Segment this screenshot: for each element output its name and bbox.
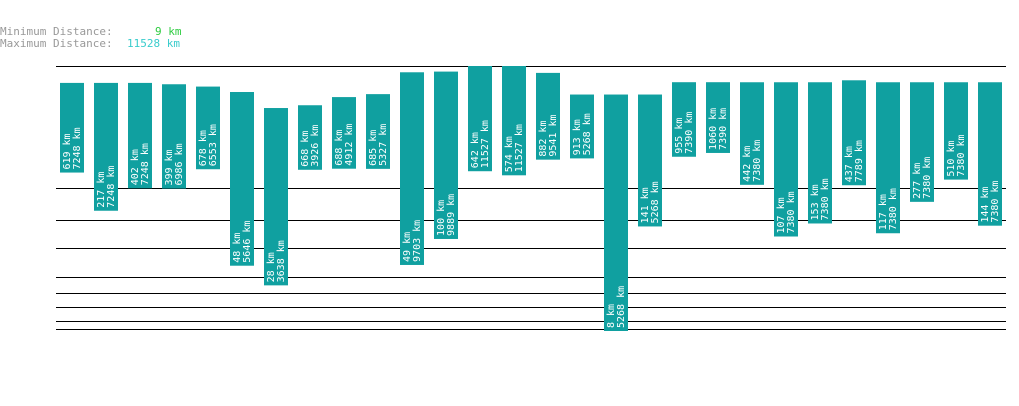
max-label: 5327 km <box>378 124 389 166</box>
bar <box>366 94 390 169</box>
max-label: 9703 km <box>412 220 423 262</box>
bar <box>740 82 764 185</box>
max-label: 11527 km <box>514 124 525 172</box>
min-label: 437 km <box>844 146 855 182</box>
max-label: 7380 km <box>786 191 797 233</box>
min-label: 402 km <box>130 149 141 185</box>
min-label: 8 km <box>606 304 617 328</box>
max-label: 4912 km <box>344 124 355 166</box>
bar <box>502 66 526 176</box>
bar <box>298 105 322 170</box>
min-label: 153 km <box>810 184 821 220</box>
bar <box>468 66 492 172</box>
min-label: 217 km <box>96 172 107 208</box>
bar <box>230 92 254 266</box>
min-label: 642 km <box>470 132 481 168</box>
min-label: Minimum Distance: <box>0 25 113 38</box>
bar <box>570 94 594 159</box>
min-label: 442 km <box>742 146 753 182</box>
min-label: 117 km <box>878 194 889 230</box>
min-label: 399 km <box>164 149 175 185</box>
max-label: 5268 km <box>616 286 627 328</box>
min-label: 668 km <box>300 131 311 167</box>
min-label: 277 km <box>912 163 923 199</box>
bar <box>264 108 288 286</box>
bar <box>706 82 730 153</box>
bar <box>876 82 900 234</box>
min-label: 685 km <box>368 130 379 166</box>
min-label: 955 km <box>674 118 685 154</box>
bar <box>808 82 832 224</box>
bar <box>400 72 424 265</box>
max-label: 7789 km <box>854 140 865 182</box>
bar <box>672 82 696 157</box>
min-label: 619 km <box>62 133 73 169</box>
bar <box>434 71 458 239</box>
min-label: 688 km <box>334 130 345 166</box>
max-label: 7380 km <box>752 140 763 182</box>
max-label: 11527 km <box>480 120 491 168</box>
bar <box>842 80 866 186</box>
min-label: 100 km <box>436 200 447 236</box>
max-label: 9889 km <box>446 194 457 236</box>
max-label: 6553 km <box>208 124 219 166</box>
min-label: 882 km <box>538 121 549 157</box>
bar <box>978 82 1002 226</box>
max-label: 5646 km <box>242 221 253 263</box>
bar <box>60 82 84 173</box>
min-label: 48 km <box>232 233 243 263</box>
max-label: 7248 km <box>72 127 83 169</box>
min-label: 141 km <box>640 187 651 223</box>
bar <box>196 86 220 170</box>
max-label: 7248 km <box>106 166 117 208</box>
min-label: 574 km <box>504 136 515 172</box>
min-value: 9 km <box>155 25 182 38</box>
max-label: 3926 km <box>310 125 321 167</box>
max-label: 7390 km <box>684 112 695 154</box>
max-label: 7380 km <box>956 134 967 176</box>
max-label: Maximum Distance: <box>0 37 113 50</box>
min-label: 28 km <box>266 252 277 282</box>
bar <box>162 84 186 189</box>
max-label: 7380 km <box>990 181 1001 223</box>
min-label: 144 km <box>980 187 991 223</box>
bar <box>910 82 934 202</box>
bar <box>128 82 152 189</box>
min-label: 107 km <box>776 197 787 233</box>
bar <box>774 82 798 237</box>
min-label: 678 km <box>198 130 209 166</box>
max-value: 11528 km <box>127 37 180 50</box>
max-label: 7248 km <box>140 143 151 185</box>
bar <box>604 94 628 331</box>
max-label: 5268 km <box>582 113 593 155</box>
max-label: 5268 km <box>650 181 661 223</box>
min-label: 49 km <box>402 232 413 262</box>
bar <box>332 97 356 169</box>
max-label: 6986 km <box>174 143 185 185</box>
max-label: 7390 km <box>718 108 729 150</box>
max-label: 7380 km <box>820 178 831 220</box>
max-label: 3638 km <box>276 240 287 282</box>
max-label: 9541 km <box>548 114 559 156</box>
max-label: 7380 km <box>888 188 899 230</box>
bar <box>94 82 118 211</box>
min-label: 913 km <box>572 119 583 155</box>
max-label: 7380 km <box>922 157 933 199</box>
grid <box>56 66 1006 330</box>
min-label: 510 km <box>946 140 957 176</box>
bar <box>536 72 560 160</box>
bar <box>944 82 968 180</box>
min-label: 1060 km <box>708 108 719 150</box>
bar <box>638 94 662 227</box>
